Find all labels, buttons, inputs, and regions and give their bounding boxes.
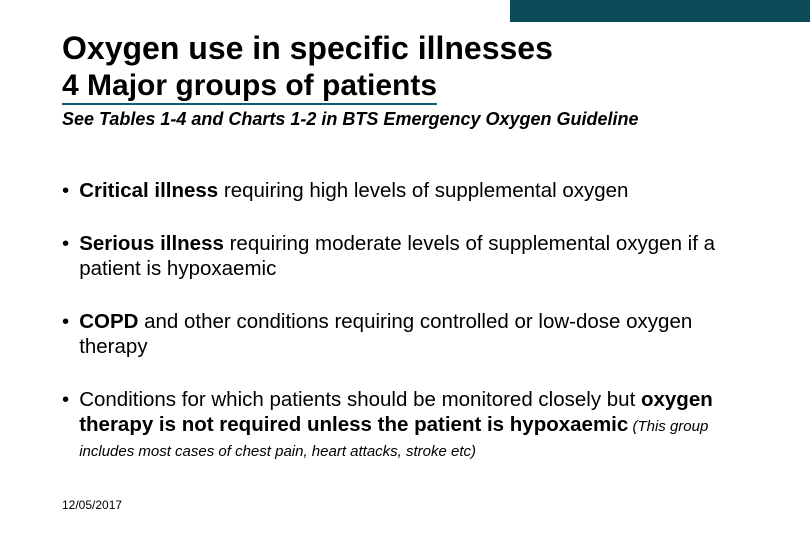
subtitle: See Tables 1-4 and Charts 1-2 in BTS Eme… xyxy=(62,109,752,130)
bullet-rest: Conditions for which patients should be … xyxy=(79,388,641,411)
slide: Oxygen use in specific illnesses 4 Major… xyxy=(0,0,810,540)
bullet-text: Serious illness requiring moderate level… xyxy=(79,231,752,281)
title-line-2: 4 Major groups of patients xyxy=(62,69,437,106)
corner-block xyxy=(510,0,810,22)
bullet-text: COPD and other conditions requiring cont… xyxy=(79,309,752,359)
footer-date: 12/05/2017 xyxy=(62,498,122,512)
bullet-bold: Critical illness xyxy=(79,179,218,202)
bullet-dot-icon: • xyxy=(62,309,69,359)
bullet-item: • Critical illness requiring high levels … xyxy=(62,178,752,203)
bullet-rest: and other conditions requiring controlle… xyxy=(79,310,692,358)
title-line-1: Oxygen use in specific illnesses xyxy=(62,30,752,67)
bullet-dot-icon: • xyxy=(62,231,69,281)
content-area: Oxygen use in specific illnesses 4 Major… xyxy=(62,30,752,490)
bullet-item: • Conditions for which patients should be… xyxy=(62,387,752,462)
bullet-text: Critical illness requiring high levels o… xyxy=(79,178,752,203)
bullet-bold: Serious illness xyxy=(79,232,224,255)
bullet-dot-icon: • xyxy=(62,387,69,462)
bullet-item: •COPD and other conditions requiring con… xyxy=(62,309,752,359)
bullet-bold: COPD xyxy=(79,310,138,333)
bullet-rest: requiring high levels of supplemental ox… xyxy=(218,179,628,202)
bullet-dot-icon: • xyxy=(62,178,69,203)
bullet-item: •Serious illness requiring moderate leve… xyxy=(62,231,752,281)
bullet-list: • Critical illness requiring high levels … xyxy=(62,178,752,462)
bullet-text: Conditions for which patients should be … xyxy=(79,387,752,462)
